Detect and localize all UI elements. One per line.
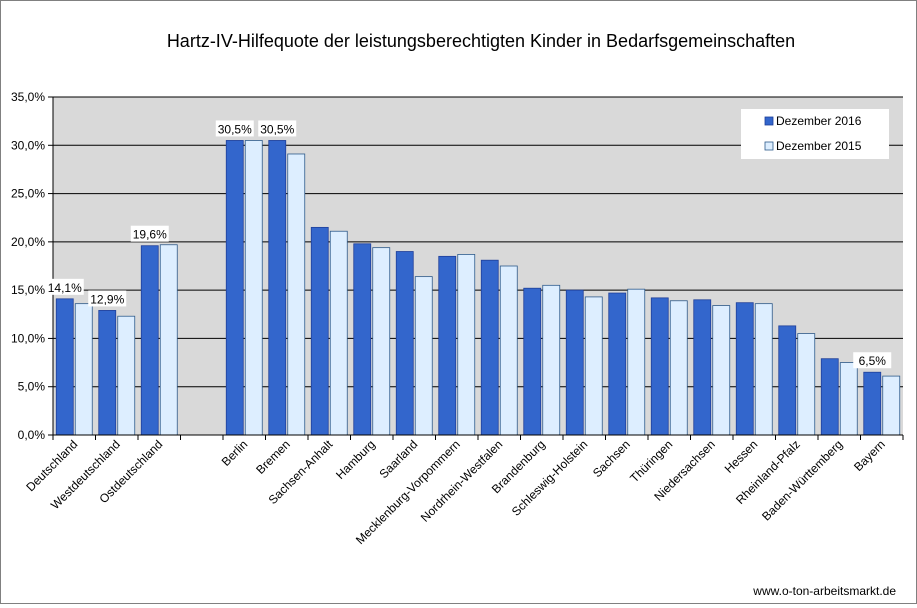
data-label: 19,6% [133, 228, 167, 242]
y-tick-label: 30,0% [11, 138, 45, 152]
bar [140, 245, 159, 436]
bar [457, 254, 476, 436]
data-label: 30,5% [260, 122, 294, 136]
chart-title: Hartz-IV-Hilfequote der leistungsberecht… [167, 31, 795, 51]
data-label: 12,9% [90, 292, 124, 306]
data-labels: 14,1% 12,9% 19,6% 30,5% 30,5% 6,5% [45, 120, 892, 369]
data-label-bg [258, 120, 297, 137]
bars [55, 140, 901, 436]
bar [863, 371, 882, 436]
bar [329, 230, 348, 436]
bar [693, 299, 712, 436]
data-label-bg [853, 352, 892, 369]
bar [608, 292, 627, 436]
bar [438, 255, 457, 436]
bar [74, 303, 93, 436]
bar [414, 276, 433, 436]
bar [778, 325, 797, 436]
bar [882, 375, 901, 436]
bar [839, 362, 858, 436]
y-tick-label: 20,0% [11, 235, 45, 249]
legend-swatch [764, 141, 774, 151]
data-label-bg [88, 290, 127, 307]
bar [117, 315, 136, 436]
x-tick-label: Baden-Württemberg [759, 437, 845, 523]
legend: Dezember 2016 Dezember 2015 [741, 109, 889, 159]
x-tick-label: Hessen [722, 437, 761, 476]
legend-label: Dezember 2015 [776, 139, 862, 153]
x-tick-label: Bayern [851, 437, 888, 474]
bar [565, 289, 584, 436]
bar [735, 302, 754, 436]
bar [499, 265, 518, 436]
x-tick-label: Schleswig-Holstein [509, 437, 591, 519]
bar [542, 284, 561, 436]
bar [627, 288, 646, 436]
bar [225, 140, 244, 436]
bar [395, 251, 414, 436]
bar [353, 243, 372, 436]
legend-label: Dezember 2016 [776, 114, 862, 128]
bar [268, 140, 287, 436]
bar [754, 303, 773, 436]
bar [55, 298, 74, 436]
y-tick-label: 10,0% [11, 331, 45, 345]
data-label: 30,5% [218, 122, 252, 136]
bar [310, 226, 329, 436]
bar [98, 310, 117, 436]
legend-swatch [764, 116, 774, 126]
bar [797, 333, 816, 436]
bar [523, 287, 542, 436]
data-label-bg [215, 120, 254, 137]
bar [244, 140, 263, 436]
data-label-bg [130, 225, 169, 242]
bar [159, 244, 178, 436]
x-tick-label: Hamburg [333, 437, 378, 482]
x-tick-label: Bremen [253, 437, 293, 477]
source-credit: www.o-ton-arbeitsmarkt.de [752, 584, 896, 598]
bar [287, 153, 306, 436]
bar [584, 296, 603, 436]
x-tick-label: Nordrhein-Westfalen [418, 437, 506, 525]
bar [372, 247, 391, 436]
y-tick-label: 0,0% [18, 428, 46, 442]
y-tick-label: 15,0% [11, 283, 45, 297]
bar [480, 259, 499, 436]
bar [669, 300, 688, 436]
y-tick-label: 35,0% [11, 90, 45, 104]
bar [820, 358, 839, 436]
data-label-bg [45, 278, 84, 295]
data-label: 14,1% [48, 281, 82, 295]
bar [650, 297, 669, 436]
bar [712, 305, 731, 436]
y-tick-label: 25,0% [11, 187, 45, 201]
x-tick-label: Saarland [376, 437, 420, 481]
x-tick-label: Berlin [219, 437, 251, 469]
data-label: 6,5% [859, 354, 887, 368]
x-tick-label: Sachsen [590, 437, 633, 480]
y-tick-label: 5,0% [18, 380, 46, 394]
